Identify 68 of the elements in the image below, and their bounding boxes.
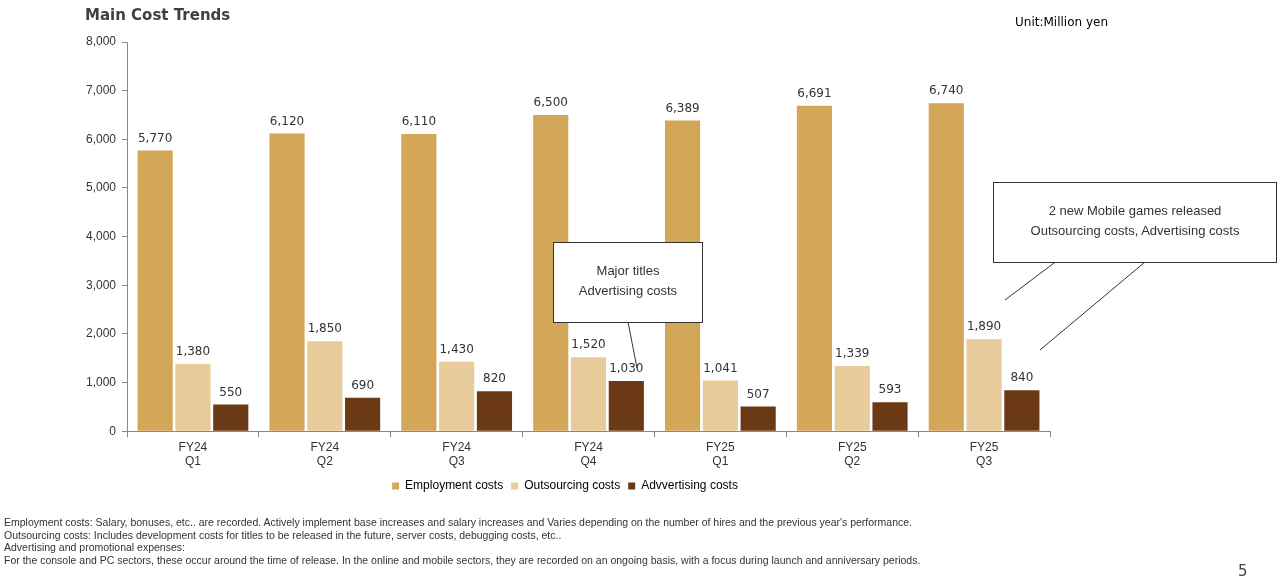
y-tick-label: 0 [109, 423, 117, 438]
data-label: 1,520 [571, 337, 606, 352]
bar [476, 391, 513, 431]
bar [834, 366, 870, 431]
bar [966, 339, 1002, 431]
x-tick-label: FY25 Q3 [969, 439, 999, 469]
data-label: 593 [878, 382, 902, 397]
text: Employment costs: Salary, bonuses, etc.. are recorded. Actively implement base increases and salary increases and Varies depending on the number of hires and the previous year's performance. [4, 516, 913, 529]
data-label: 1,030 [609, 361, 644, 376]
bar [345, 397, 381, 431]
data-label: 6,110 [401, 114, 437, 129]
data-label: 6,740 [929, 83, 964, 98]
text: Advertising and promotional expenses: [4, 541, 186, 554]
bar [137, 150, 173, 431]
bar [175, 364, 211, 431]
annotation: Major titles Advertising costs [553, 242, 703, 323]
bar [570, 357, 607, 431]
bar [608, 381, 644, 431]
bar [307, 341, 343, 431]
bar [401, 133, 437, 431]
y-tick-label: 7,000 [86, 82, 117, 97]
data-label: 1,850 [307, 321, 342, 336]
data-label: 820 [483, 371, 506, 386]
x-tick-label: FY24 Q1 [178, 439, 208, 469]
data-label: 840 [1010, 370, 1034, 385]
bar [213, 404, 249, 431]
bar [872, 402, 908, 431]
data-label: 1,430 [439, 341, 474, 356]
bar [796, 105, 832, 431]
y-tick-label: 1,000 [86, 374, 117, 389]
legend-label: Advvertising costs [641, 478, 738, 493]
data-label: 1,890 [966, 319, 1002, 334]
data-label: 6,389 [665, 100, 700, 115]
data-label: 690 [351, 377, 375, 392]
text: For the console and PC sectors, these occur around the time of release. In the online and mobile sectors, they are recorded on an ongoing basis, with a focus during launch and anniversary periods. [4, 553, 921, 566]
y-tick-label: 5,000 [86, 180, 117, 195]
text: Outsourcing costs: Includes development costs for titles to be released in the future, server costs, debugging costs, etc.. [4, 528, 563, 541]
bar [928, 103, 964, 431]
y-tick-label: 6,000 [86, 131, 117, 146]
data-label: 1,339 [835, 346, 870, 361]
text: 5 [1238, 562, 1248, 580]
legend-label: Outsourcing costs [524, 478, 621, 493]
chart-title: Main Cost Trends [85, 6, 231, 24]
data-label: 550 [219, 384, 243, 399]
x-tick-label: FY25 Q2 [837, 439, 867, 469]
x-tick-label: FY24 Q3 [442, 439, 472, 469]
y-tick-label: 8,000 [86, 34, 117, 49]
data-label: 1,380 [175, 344, 211, 359]
x-tick-label: FY24 Q4 [574, 439, 604, 469]
data-label: 6,120 [269, 113, 305, 128]
bar [269, 133, 305, 431]
y-tick-label: 4,000 [86, 228, 117, 243]
data-label: 6,500 [533, 95, 568, 110]
data-label: 1,041 [703, 360, 738, 375]
bar [439, 361, 475, 431]
y-tick-label: 3,000 [86, 277, 117, 292]
y-tick-label: 2,000 [86, 326, 117, 341]
legend-label: Employment costs [405, 478, 504, 493]
data-label: 5,770 [137, 130, 173, 145]
bar [1004, 390, 1040, 431]
x-tick-label: FY25 Q1 [706, 439, 736, 469]
x-tick-label: FY24 Q2 [310, 439, 340, 469]
text: Unit:Million yen [1015, 15, 1109, 29]
bar [740, 406, 776, 431]
data-label: 6,691 [797, 85, 832, 100]
data-label: 507 [746, 386, 770, 401]
bar [702, 380, 738, 431]
annotation: 2 new Mobile games released Outsourcing costs, Advertising costs [993, 182, 1277, 263]
